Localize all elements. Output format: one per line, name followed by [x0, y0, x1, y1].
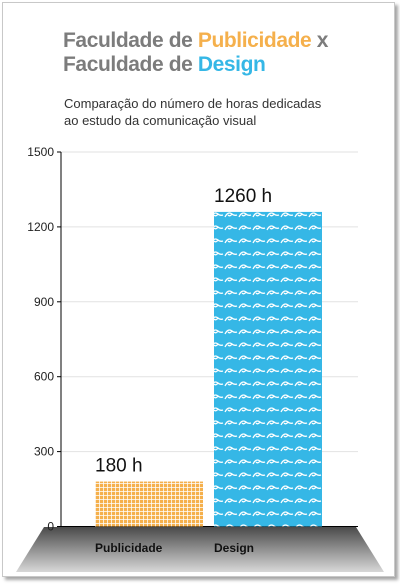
subtitle-line1: Comparação do número de horas dedicadas [64, 96, 322, 111]
y-tick-label: 1500 [27, 145, 54, 159]
category-label-design: Design [214, 541, 254, 555]
data-label-design: 1260 h [214, 186, 272, 207]
y-tick-label: 0 [47, 520, 54, 534]
title-publicidade: Publicidade [197, 29, 312, 52]
y-tick-labels: 0 300 600 900 1200 1500 [27, 145, 61, 534]
title-line1-prefix: Faculdade de [63, 29, 198, 52]
title-line2-prefix: Faculdade de [63, 53, 198, 76]
title-line1-suffix: x [311, 29, 329, 52]
category-label-publicidade: Publicidade [95, 541, 163, 555]
y-tick-label: 600 [34, 370, 54, 384]
y-tick-label: 900 [34, 295, 54, 309]
subtitle-line2: ao estudo da comunicação visual [64, 113, 257, 128]
bar-design [214, 211, 322, 527]
chart-floor [16, 527, 384, 572]
bars: 180 h Publicidade 1260 h Design [95, 186, 322, 555]
y-tick-label: 1200 [27, 220, 54, 234]
subtitle: Comparação do número de horas dedicadas … [64, 95, 364, 129]
y-tick-label: 300 [34, 445, 54, 459]
page-title: Faculdade de Publicidade x Faculdade de … [63, 29, 328, 77]
bar-publicidade [95, 481, 203, 527]
title-design: Design [197, 53, 266, 76]
infographic-card: Faculdade de Publicidade x Faculdade de … [2, 2, 395, 577]
data-label-publicidade: 180 h [95, 456, 143, 477]
